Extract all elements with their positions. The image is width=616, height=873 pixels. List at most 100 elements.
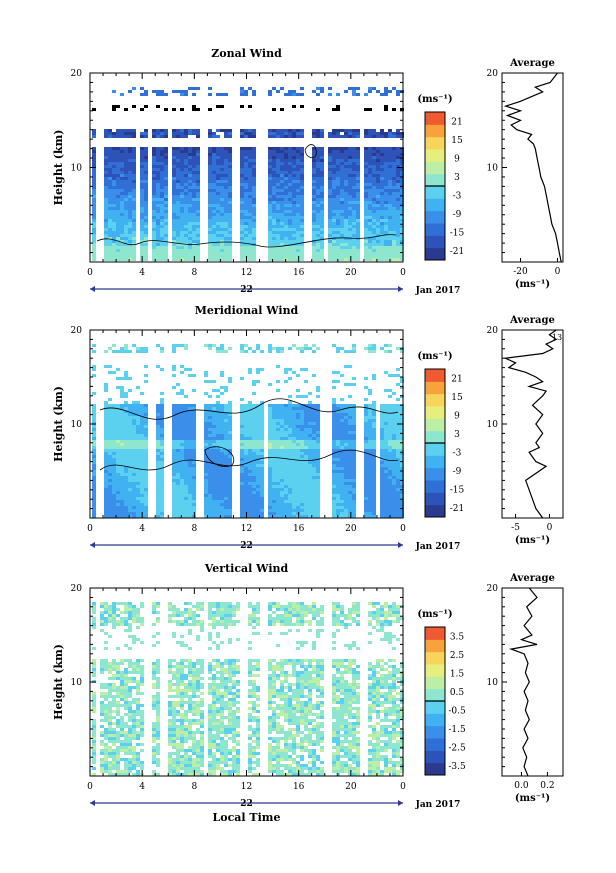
heatmap-cell [292, 410, 296, 413]
heatmap-cell [228, 440, 232, 443]
heatmap-cell [268, 470, 272, 473]
heatmap-cell [400, 162, 404, 165]
heatmap-cell [140, 252, 144, 255]
heatmap-cell [240, 440, 244, 443]
heatmap-cell [328, 225, 332, 228]
heatmap-cell [208, 419, 212, 422]
heatmap-cell [156, 410, 160, 413]
heatmap-cell [180, 252, 184, 255]
heatmap-cell [364, 189, 368, 192]
heatmap-cell [188, 222, 192, 225]
heatmap-cell [280, 488, 284, 491]
heatmap-cell [320, 192, 324, 195]
heatmap-cell [180, 210, 184, 213]
heatmap-cell [228, 485, 232, 488]
heatmap-cell [208, 192, 212, 195]
heatmap-cell [400, 195, 404, 198]
heatmap-cell [268, 195, 272, 198]
heatmap-cell [220, 437, 224, 440]
heatmap-cell [204, 461, 208, 464]
heatmap-cell [180, 503, 184, 506]
heatmap-cell [296, 500, 300, 503]
heatmap-cell [172, 506, 176, 509]
heatmap-cell [348, 252, 352, 255]
heatmap-cell [308, 503, 312, 506]
heatmap-cell [208, 156, 212, 159]
heatmap-cell [340, 512, 344, 515]
heatmap-cell [156, 488, 160, 491]
heatmap-cell [188, 207, 192, 210]
heatmap-cell [380, 201, 384, 204]
heatmap-cell [268, 479, 272, 482]
heatmap-cell [92, 452, 96, 455]
heatmap-cell [292, 255, 296, 258]
heatmap-cell [240, 425, 244, 428]
heatmap-cell [344, 225, 348, 228]
heatmap-cell [388, 183, 392, 186]
heatmap-cell [208, 512, 212, 515]
heatmap-cell [352, 446, 356, 449]
heatmap-cell [352, 425, 356, 428]
heatmap-cell [216, 150, 220, 153]
heatmap-cell [124, 407, 128, 410]
average-frame [501, 72, 564, 263]
heatmap-cell [308, 404, 312, 407]
heatmap-cell [204, 446, 208, 449]
heatmap-cell [140, 228, 144, 231]
heatmap-cell [244, 159, 248, 162]
heatmap-cell [156, 503, 160, 506]
heatmap-cell [368, 201, 372, 204]
heatmap-cell [352, 473, 356, 476]
heatmap-cell [276, 365, 280, 368]
heatmap-cell [176, 159, 180, 162]
heatmap-cell [248, 446, 252, 449]
heatmap-cell [220, 386, 224, 389]
heatmap-cell [228, 150, 232, 153]
heatmap-cell [280, 470, 284, 473]
heatmap-cell [136, 401, 140, 404]
heatmap-cell [388, 129, 392, 132]
heatmap-cell [128, 171, 132, 174]
heatmap-cell [260, 425, 264, 428]
heatmap-cell [132, 440, 136, 443]
heatmap-cell [112, 425, 116, 428]
heatmap-cell [292, 503, 296, 506]
heatmap-cell [388, 222, 392, 225]
heatmap-cell [276, 380, 280, 383]
heatmap-cell [116, 225, 120, 228]
heatmap-cell [224, 506, 228, 509]
heatmap-cell [368, 129, 372, 132]
heatmap-cell [260, 515, 264, 518]
heatmap-cell [268, 198, 272, 201]
heatmap-cell [384, 210, 388, 213]
heatmap-cell [188, 249, 192, 252]
heatmap-cell [204, 410, 208, 413]
heatmap-cell [136, 386, 140, 389]
heatmap-cell [248, 440, 252, 443]
heatmap-cell [216, 246, 220, 249]
heatmap-cell [144, 461, 148, 464]
heatmap-cell [188, 189, 192, 192]
heatmap-cell [288, 440, 292, 443]
heatmap-cell [392, 252, 396, 255]
heatmap-cell [300, 404, 304, 407]
heatmap-cell [104, 231, 108, 234]
heatmap-cell [268, 234, 272, 237]
heatmap-cell [332, 171, 336, 174]
heatmap-cell [112, 416, 116, 419]
heatmap-cell [312, 189, 316, 192]
heatmap-cell [140, 476, 144, 479]
heatmap-cell [132, 506, 136, 509]
heatmap-cell [304, 413, 308, 416]
heatmap-cell [316, 171, 320, 174]
heatmap-cell [172, 192, 176, 195]
heatmap-cell [220, 347, 224, 350]
heatmap-cell [112, 494, 116, 497]
heatmap-cell [188, 503, 192, 506]
heatmap-cell [132, 437, 136, 440]
heatmap-cell [244, 93, 248, 96]
heatmap-cell [332, 189, 336, 192]
heatmap-cell [108, 437, 112, 440]
heatmap-cell [132, 407, 136, 410]
heatmap-cell [224, 210, 228, 213]
